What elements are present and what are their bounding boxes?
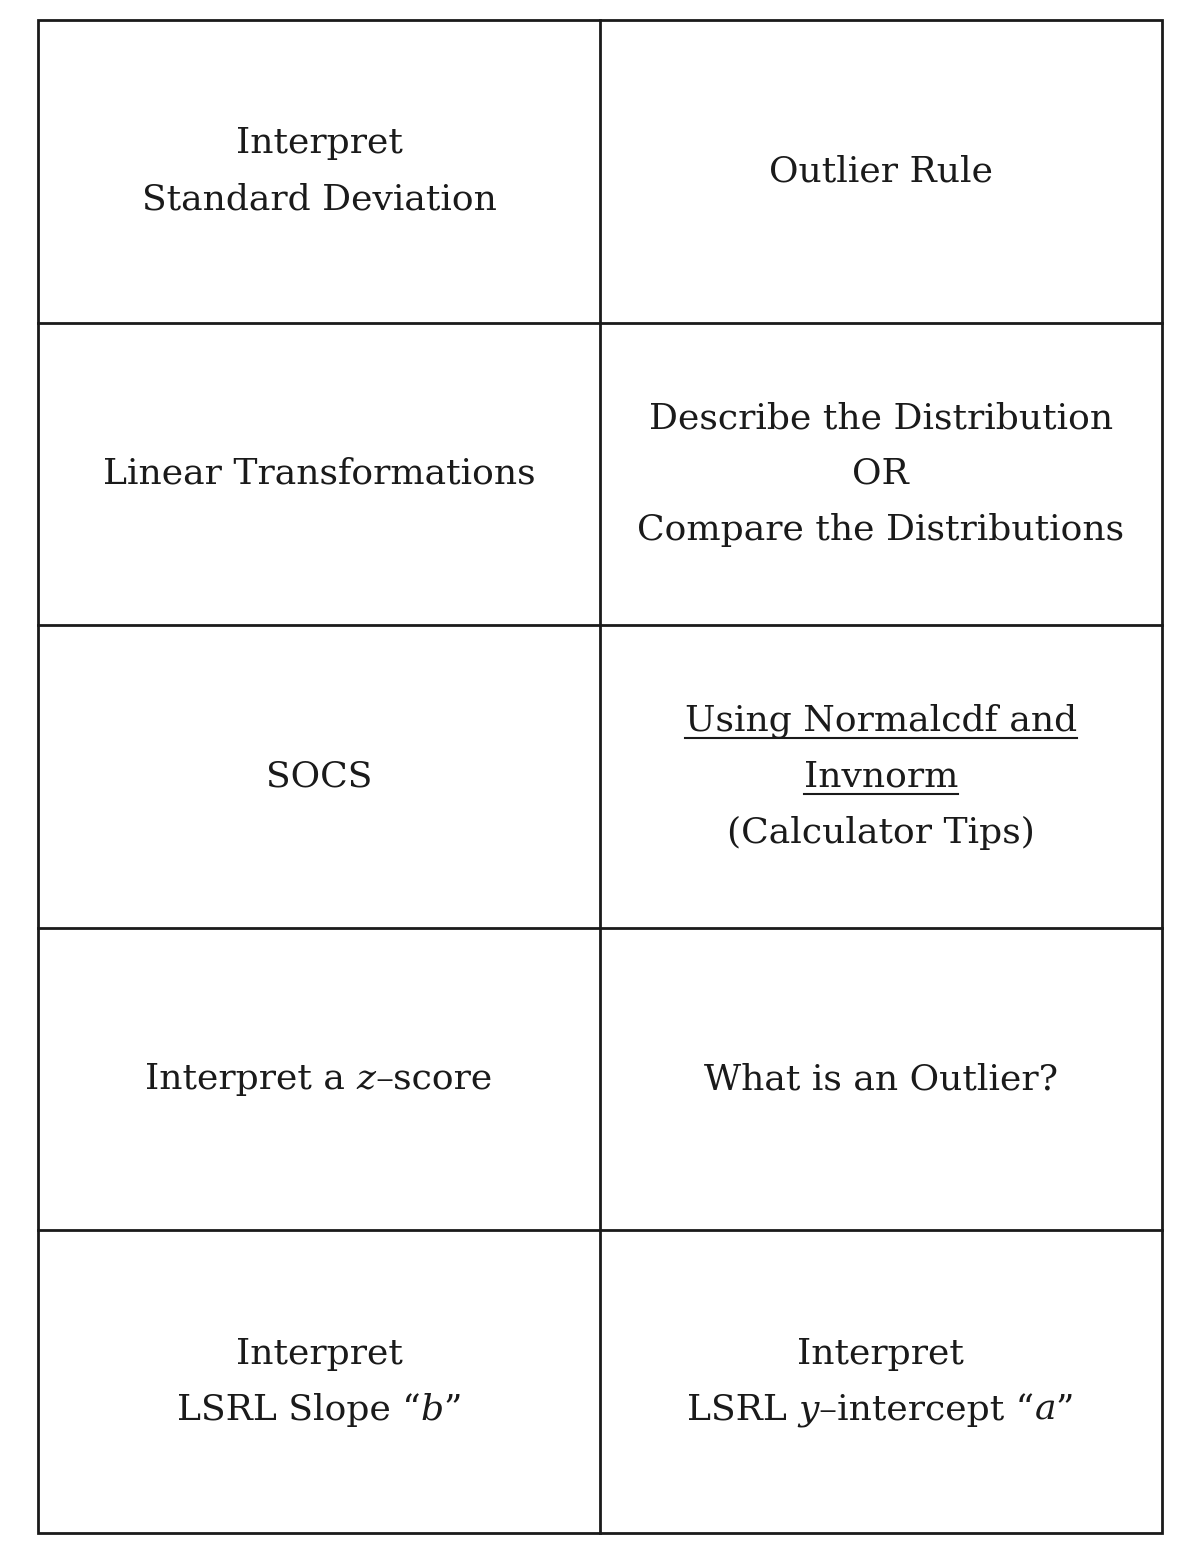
Text: Invnorm: Invnorm: [804, 759, 958, 794]
Text: Interpret a: Interpret a: [145, 1062, 356, 1096]
Text: LSRL Slope “: LSRL Slope “: [176, 1393, 420, 1427]
Text: ”: ”: [1056, 1393, 1074, 1427]
Text: Linear Transformations: Linear Transformations: [103, 457, 535, 491]
Text: Compare the Distributions: Compare the Distributions: [637, 512, 1124, 547]
Text: y: y: [799, 1393, 820, 1427]
Text: a: a: [1034, 1393, 1056, 1427]
Text: ”: ”: [444, 1393, 462, 1427]
Text: Interpret: Interpret: [235, 126, 403, 160]
Text: b: b: [420, 1393, 444, 1427]
Text: Interpret: Interpret: [797, 1337, 965, 1371]
Text: Outlier Rule: Outlier Rule: [769, 154, 992, 188]
Text: –intercept “: –intercept “: [820, 1393, 1034, 1427]
Text: –score: –score: [376, 1062, 493, 1096]
Text: Using Normalcdf and: Using Normalcdf and: [685, 704, 1076, 738]
Text: LSRL: LSRL: [688, 1393, 799, 1427]
Text: OR: OR: [852, 457, 910, 491]
Text: What is an Outlier?: What is an Outlier?: [703, 1062, 1058, 1096]
Text: Interpret: Interpret: [235, 1337, 403, 1371]
Text: (Calculator Tips): (Calculator Tips): [727, 815, 1034, 849]
Text: z: z: [356, 1062, 376, 1096]
Text: Describe the Distribution: Describe the Distribution: [649, 401, 1112, 435]
Text: SOCS: SOCS: [266, 759, 372, 794]
Text: Standard Deviation: Standard Deviation: [142, 182, 497, 216]
